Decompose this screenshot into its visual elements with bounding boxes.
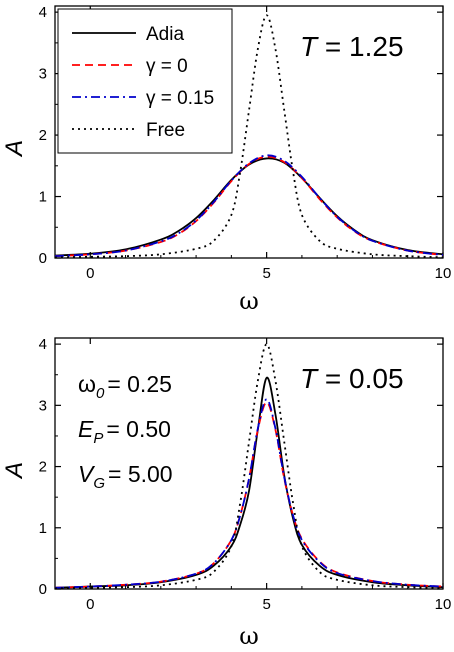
legend-box [57, 8, 233, 154]
param-subscript: G [93, 475, 105, 492]
param-G: VG = 5.00 [78, 461, 173, 492]
legend-label: Adia [146, 24, 184, 45]
series-line-dashdot [55, 154, 443, 258]
temperature-annotation: T = 0.05 [300, 363, 404, 394]
temperature-annotation: T = 1.25 [300, 31, 404, 62]
x-tick-label: 0 [86, 265, 94, 282]
x-axis-label: ω [239, 622, 259, 650]
param-subscript: 0 [96, 385, 105, 402]
y-tick-label: 3 [39, 66, 47, 83]
x-tick-label: 5 [262, 265, 270, 282]
x-tick-label: 10 [435, 596, 452, 613]
param-0: ω0 = 0.25 [78, 371, 172, 402]
y-tick-label: 3 [39, 397, 47, 414]
param-symbol: V [78, 461, 96, 487]
series-line-dashed [55, 155, 443, 258]
series-line-dotted [55, 14, 443, 258]
temperature-symbol: T [300, 31, 319, 62]
y-tick-label: 2 [39, 459, 47, 476]
y-tick-label: 1 [39, 189, 47, 206]
temperature-value: = 0.05 [317, 363, 403, 394]
param-symbol: ω [78, 371, 96, 397]
legend-label: Free [146, 120, 185, 141]
legend-label: γ = 0.15 [146, 88, 214, 109]
param-subscript: P [93, 430, 103, 447]
series-line-dotted [55, 343, 443, 589]
series-line-dashdot [55, 398, 443, 589]
y-tick-label: 0 [39, 581, 47, 598]
plot-frame [54, 337, 444, 590]
x-tick-label: 0 [86, 596, 94, 613]
y-tick-label: 2 [39, 127, 47, 144]
legend-label: γ = 0 [146, 56, 188, 77]
param-value: = 0.50 [106, 416, 171, 442]
param-P: EP = 0.50 [78, 416, 171, 447]
temperature-value: = 1.25 [317, 31, 403, 62]
x-tick-label: 5 [262, 596, 270, 613]
y-axis-label: A [1, 462, 28, 480]
y-tick-label: 4 [39, 336, 47, 353]
param-value: = 5.00 [108, 461, 173, 487]
y-axis-label: A [1, 140, 28, 158]
x-axis-label: ω [239, 287, 259, 315]
plot-frame [54, 5, 444, 259]
y-tick-label: 1 [39, 520, 47, 537]
temperature-symbol: T [300, 363, 319, 394]
x-tick-label: 10 [435, 265, 452, 282]
series-line-solid [55, 157, 443, 257]
y-tick-label: 4 [39, 4, 47, 21]
param-value: = 0.25 [107, 371, 172, 397]
param-symbol: E [78, 416, 94, 442]
panel-1: 0 5 10 0 1 2 3 4 ω A T = 1.25 Adia γ = 0 γ = 0.15 Free [1, 4, 451, 315]
y-tick-label: 0 [39, 250, 47, 267]
